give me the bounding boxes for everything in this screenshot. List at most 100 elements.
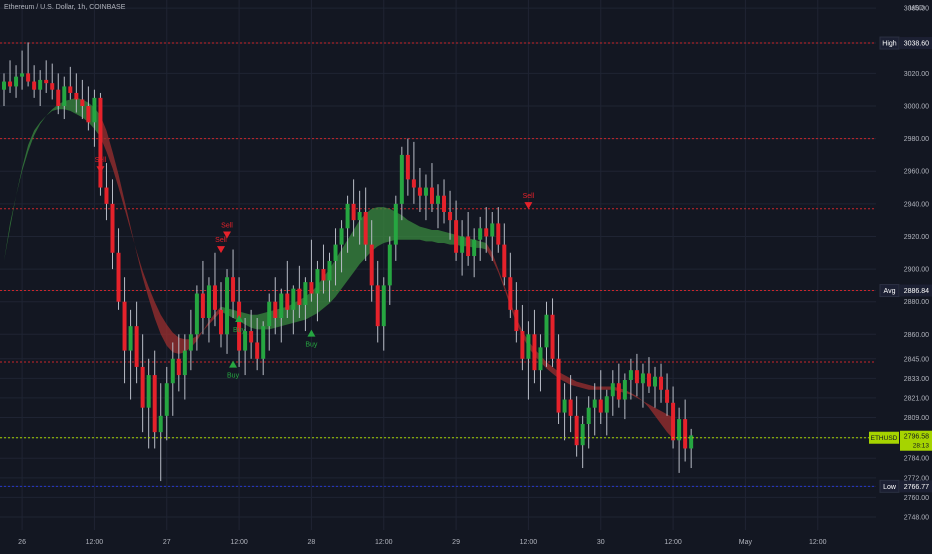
candle [2,73,6,106]
candle-body [381,285,386,327]
candle [544,301,549,367]
candle [580,415,585,469]
candle-body [508,277,513,310]
candle [526,321,531,400]
candle [14,65,19,98]
candle [604,389,609,436]
candle [351,179,356,237]
candle [369,220,374,302]
buy-label: Buy [227,373,240,380]
candle-body [237,301,242,351]
currency-label: USD [909,5,924,12]
buy-triangle-icon [235,315,244,322]
candle-body [225,277,230,335]
price-tag-countdown: 28:13 [913,443,930,450]
candle [677,407,682,473]
y-tick-label: 2920.00 [904,234,929,241]
candle-body [104,187,109,204]
level-badge-value-bg [900,480,932,493]
buy-triangle-icon [307,329,316,337]
candle-body [188,334,193,351]
candle [490,212,495,261]
price-tag [900,430,932,451]
candle-body [484,228,489,237]
candle-body [44,79,49,84]
buy-signal: Buy [305,329,318,349]
y-tick-label: 3060.00 [904,6,929,13]
candle-body [544,314,549,348]
candle [586,396,591,449]
candle [502,223,507,286]
sell-signal: Sell [523,193,535,210]
sell-triangle-icon [217,246,225,254]
candle [309,239,314,302]
candle-body [454,220,459,253]
candle [303,277,308,332]
candle [436,184,440,229]
candle [508,252,513,318]
y-tick-label: 2900.00 [904,267,929,274]
candle [212,252,217,327]
candle [68,66,73,100]
candle-body [219,309,223,335]
grid-lines [0,0,876,530]
sell-signal: Sell [215,237,227,254]
candle-body [134,326,139,367]
candle [44,60,49,93]
candle-body [496,223,501,245]
candle-body [405,154,410,180]
candle-body [38,79,43,90]
candle [423,174,428,221]
level-badge-value: 2886.84 [904,288,929,295]
candle-body [351,203,356,221]
y-tick-label: 2960.00 [904,169,929,176]
candle [381,277,386,351]
candle-body [640,373,645,384]
candle [405,138,410,196]
y-tick-label: 3020.00 [904,71,929,78]
candle-body [604,396,609,413]
candle-body [653,376,657,387]
candle [417,167,422,212]
candle [164,366,169,441]
candle [200,260,205,335]
candle-body [357,212,362,221]
candle [628,358,633,400]
candle-body [665,389,670,403]
candle [255,318,260,371]
y-tick-label: 2760.00 [904,495,929,502]
candle [20,50,25,90]
candle-body [8,81,13,87]
candle [116,228,121,310]
candle-body [128,326,133,351]
x-tick-label: 30 [597,539,605,546]
candle [98,92,103,196]
x-tick-label: 29 [452,539,460,546]
candle-body [26,73,31,82]
candle-body [170,358,175,384]
candle-body [363,212,368,245]
candle-body [610,383,615,397]
candle [683,399,688,462]
candle [634,353,639,397]
candle [460,220,465,276]
candle [297,265,302,318]
candle-body [291,288,296,310]
candle-body [110,203,115,253]
candle [237,277,242,367]
candle-body [206,285,211,318]
level-badge-value: 2766.77 [904,484,929,491]
bull-ribbon [4,97,101,261]
candle-body [622,379,627,400]
candle [279,288,284,343]
sell-label: Sell [221,222,233,229]
candle-body [598,399,603,413]
candle [231,249,236,318]
candle [32,65,37,98]
sell-signal: Sell [221,222,233,239]
candle-body [140,366,145,408]
candle-body [50,83,55,90]
candle [315,260,320,322]
